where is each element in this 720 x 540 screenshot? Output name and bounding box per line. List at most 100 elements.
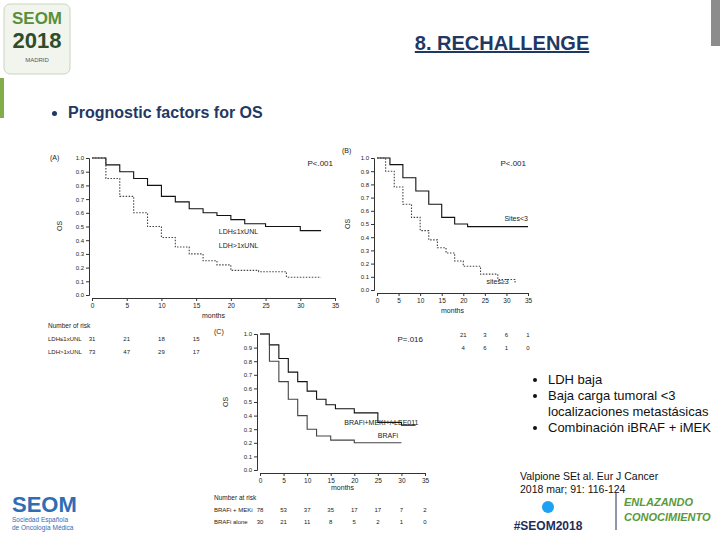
footer-org-full: de Oncología Médica [12,524,74,532]
tick-label: 20 [351,477,359,484]
tick: 0.6 [244,386,257,392]
tick: 25 [482,293,490,304]
risk-table: Number at riskBRAFi + MEKi78533735171772… [214,494,427,525]
curve-label: sites≥3 [487,278,509,285]
tick: 30 [398,473,406,484]
tick-label: 0 [91,302,95,309]
tick: 5 [125,298,129,309]
panel-background [212,322,432,534]
tick-label: 5 [397,297,401,304]
tick: 0.6 [361,208,374,214]
tick: 0.8 [361,182,374,188]
tick-label: 20 [228,302,236,309]
risk-value: 2 [423,507,427,513]
tick-mark [254,443,257,444]
tick: 0.3 [361,248,374,254]
tick: 0.5 [244,399,257,405]
tick-label: 0.2 [361,261,370,267]
tick: 1.0 [76,155,89,161]
survival-curve [260,334,401,443]
risk-value: 21 [280,519,287,525]
tick: 30 [503,293,511,304]
tick-mark [371,264,374,265]
tick-label: 30 [297,302,305,309]
risk-value: 18 [158,336,165,342]
tick: 20 [228,298,236,309]
tick: 0 [91,298,95,309]
risk-value: 78 [257,507,264,513]
tick: 0.0 [244,467,257,473]
risk-value: 2 [376,519,380,525]
tick-label: 0.0 [244,467,253,473]
tick: 0.1 [244,454,257,460]
tick-label: 0.7 [244,372,253,378]
tick: 25 [375,473,383,484]
tick: 20 [460,293,468,304]
tick: 20 [351,473,359,484]
tick-label: 0.1 [244,454,253,460]
risk-value: 17 [193,349,200,355]
tick-mark [86,281,89,282]
logo-name: SEOM [12,9,62,28]
survival-curve [377,158,515,283]
risk-value: 5 [353,519,357,525]
corner-bar [711,0,720,46]
tick: 0.0 [361,287,374,293]
risk-value: 30 [257,519,264,525]
plot-area [260,334,416,443]
tick-mark [506,293,507,296]
bullet: LDH baja [548,372,720,388]
y-axis-title: OS [56,221,63,231]
tick: 35 [525,293,533,304]
tick-mark [371,184,374,185]
tick-label: 1.0 [244,331,253,337]
km-chart: 051015202530350.00.10.20.30.40.50.60.70.… [342,147,532,351]
tick: 0.4 [76,238,89,244]
survival-curve [92,158,321,231]
tick: 0.2 [76,265,89,271]
tick-mark [371,237,374,238]
risk-value: 35 [327,507,334,513]
tick-label: 20 [460,297,468,304]
tick: 15 [328,473,336,484]
tick-mark [371,211,374,212]
tick-label: 0.3 [361,248,370,254]
risk-value: 21 [460,332,467,338]
y-axis: 0.00.10.20.30.40.50.60.70.80.91.0 [244,331,258,473]
tick-label: 25 [482,297,490,304]
tick-label: 35 [332,302,340,309]
p-value: P<.001 [307,159,333,168]
tick-mark [335,298,336,301]
x-axis-title: months [202,312,225,319]
tick-label: 0.4 [76,238,85,244]
risk-table-title: Number at risk [214,494,257,501]
tick-label: 0.8 [76,183,85,189]
tick-mark [371,171,374,172]
risk-row-label: LDH≤1xUNL [48,336,82,342]
risk-table: Number of riskLDH≤1xUNL31211815LDH>1xUNL… [48,322,200,355]
tick-mark [254,456,257,457]
tick: 0.3 [244,427,257,433]
tick-label: 15 [193,302,201,309]
tick-mark [92,298,93,301]
tick-label: 0.5 [361,221,370,227]
tick-mark [266,298,267,301]
tick-mark [196,298,197,301]
risk-table: 213614610 [460,332,530,351]
tick: 0.5 [76,224,89,230]
survival-curve [377,158,528,227]
tick: 0.9 [244,345,257,351]
tick-mark [300,298,301,301]
tick-label: 0.8 [361,182,370,188]
risk-value: 11 [304,519,311,525]
tick-label: 5 [125,302,129,309]
tick-label: 10 [304,477,312,484]
x-axis: 05101520253035 [376,293,533,304]
tick-label: 25 [262,302,270,309]
tick: 10 [304,473,312,484]
x-axis: 05101520253035 [259,473,430,484]
plot-area [377,158,528,283]
tick: 0.2 [244,440,257,446]
risk-value: 6 [483,345,487,351]
logo: SEOM2018MADRID [0,4,70,118]
